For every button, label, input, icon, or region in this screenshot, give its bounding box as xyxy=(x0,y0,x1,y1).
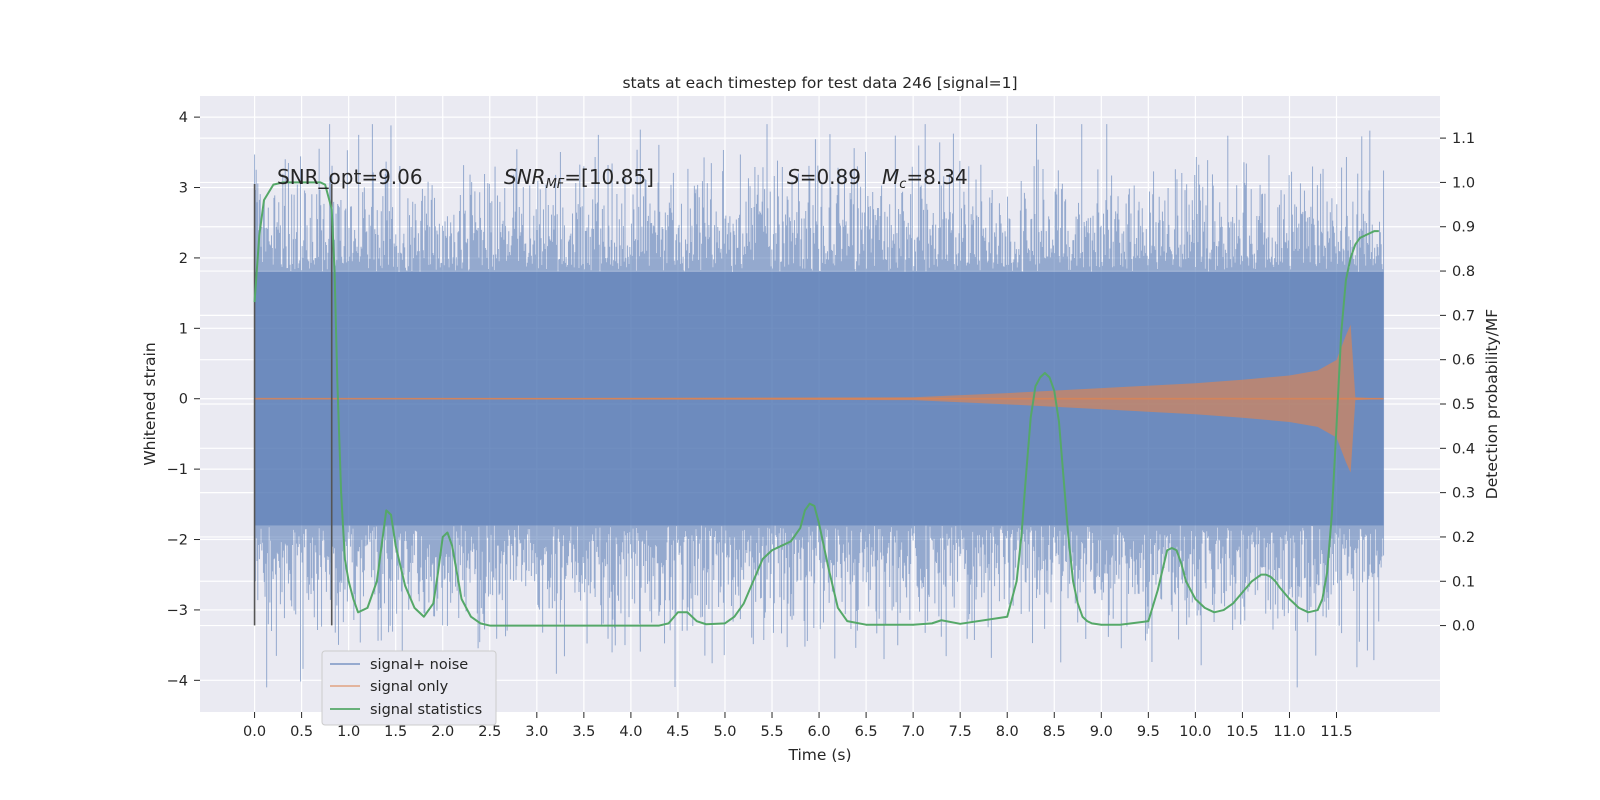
left-tick-label: 1 xyxy=(179,321,188,337)
snr-opt-annotation: SNR_opt=9.06 xyxy=(277,165,423,189)
x-tick-label: 9.0 xyxy=(1090,724,1113,740)
snr-mf-symbol: SNR xyxy=(504,165,546,189)
left-tick-label: 3 xyxy=(179,181,188,197)
left-axis-label: Whitened strain xyxy=(141,342,159,465)
legend-label-signal-only: signal only xyxy=(370,679,449,695)
window-markers xyxy=(253,184,333,626)
right-tick-label: 1.1 xyxy=(1452,131,1475,147)
left-tick-label: 4 xyxy=(179,110,188,126)
left-tick-label: −4 xyxy=(167,673,188,689)
x-tick-label: 6.5 xyxy=(855,724,878,740)
left-tick-label: −2 xyxy=(167,533,188,549)
x-tick-label: 1.5 xyxy=(384,724,407,740)
left-tick-label: −3 xyxy=(167,603,188,619)
x-tick-label: 0.0 xyxy=(243,724,266,740)
right-tick-label: 0.7 xyxy=(1452,308,1475,324)
x-tick-label: 1.0 xyxy=(337,724,360,740)
x-tick-label: 0.5 xyxy=(290,724,313,740)
snr-mf-annotation: SNRMF=[10.85] xyxy=(504,165,654,192)
s-annotation: S=0.89 xyxy=(787,165,861,189)
x-tick-label: 3.0 xyxy=(525,724,548,740)
mc-annotation: Mc=8.34 xyxy=(882,165,968,192)
x-tick-label: 5.0 xyxy=(713,724,736,740)
x-tick-label: 10.5 xyxy=(1226,724,1258,740)
legend-label-signal-noise: signal+ noise xyxy=(370,657,468,673)
right-tick-label: 0.6 xyxy=(1452,353,1475,369)
right-tick-labels: 1.1 1.0 0.9 0.8 0.7 0.6 0.5 0.4 0.3 0.2 0.1 0.0 xyxy=(1440,131,1475,635)
right-tick-label: 0.9 xyxy=(1452,220,1475,236)
legend-box xyxy=(321,650,497,726)
right-tick-label: 0.0 xyxy=(1452,619,1475,635)
legend: signal+ noise signal only signal statist… xyxy=(321,650,497,726)
x-tick-label: 7.5 xyxy=(949,724,972,740)
statistics-line xyxy=(253,181,1379,627)
mc-symbol: M xyxy=(882,165,899,189)
x-tick-label: 2.5 xyxy=(478,724,501,740)
x-tick-label: 5.5 xyxy=(760,724,783,740)
x-tick-label: 6.0 xyxy=(808,724,831,740)
s-value: =0.89 xyxy=(800,165,861,189)
x-tick-label: 11.0 xyxy=(1273,724,1305,740)
right-tick-label: 0.8 xyxy=(1452,264,1475,280)
mc-value: =8.34 xyxy=(906,165,967,189)
right-tick-label: 1.0 xyxy=(1452,175,1475,191)
signal-statistics-series xyxy=(253,181,1379,627)
s-symbol: S xyxy=(787,165,800,189)
right-tick-label: 0.4 xyxy=(1452,441,1475,457)
x-tick-label: 2.0 xyxy=(431,724,454,740)
left-tick-label: 0 xyxy=(179,392,188,408)
chart-title: stats at each timestep for test data 246… xyxy=(622,74,1017,92)
x-tick-labels: 0.0 0.5 1.0 1.5 2.0 2.5 3.0 3.5 4.0 4.5 5.0 5.5 6.0 6… xyxy=(243,712,1353,740)
right-tick-label: 0.5 xyxy=(1452,397,1475,413)
left-tick-label: −1 xyxy=(167,462,188,478)
x-tick-label: 4.0 xyxy=(619,724,642,740)
x-tick-label: 4.5 xyxy=(666,724,689,740)
right-axis-label: Detection probability/MF xyxy=(1483,309,1501,500)
left-tick-labels: 4 3 2 1 0 −1 −2 −3 −4 xyxy=(167,110,200,689)
right-tick-label: 0.1 xyxy=(1452,574,1475,590)
snr-mf-subscript: MF xyxy=(546,177,565,192)
x-tick-label: 11.5 xyxy=(1320,724,1352,740)
x-tick-label: 8.0 xyxy=(996,724,1019,740)
right-tick-label: 0.2 xyxy=(1452,530,1475,546)
left-tick-label: 2 xyxy=(179,251,188,267)
x-tick-label: 9.5 xyxy=(1137,724,1160,740)
x-tick-label: 3.5 xyxy=(572,724,595,740)
signal-only-series xyxy=(254,324,1384,473)
x-tick-label: 8.5 xyxy=(1043,724,1066,740)
x-axis-label: Time (s) xyxy=(787,746,851,764)
x-tick-label: 7.0 xyxy=(902,724,925,740)
snr-mf-value: =[10.85] xyxy=(564,165,654,189)
mc-subscript: c xyxy=(899,177,906,192)
legend-label-signal-statistics: signal statistics xyxy=(370,702,482,718)
right-tick-label: 0.3 xyxy=(1452,486,1475,502)
x-tick-label: 10.0 xyxy=(1179,724,1211,740)
